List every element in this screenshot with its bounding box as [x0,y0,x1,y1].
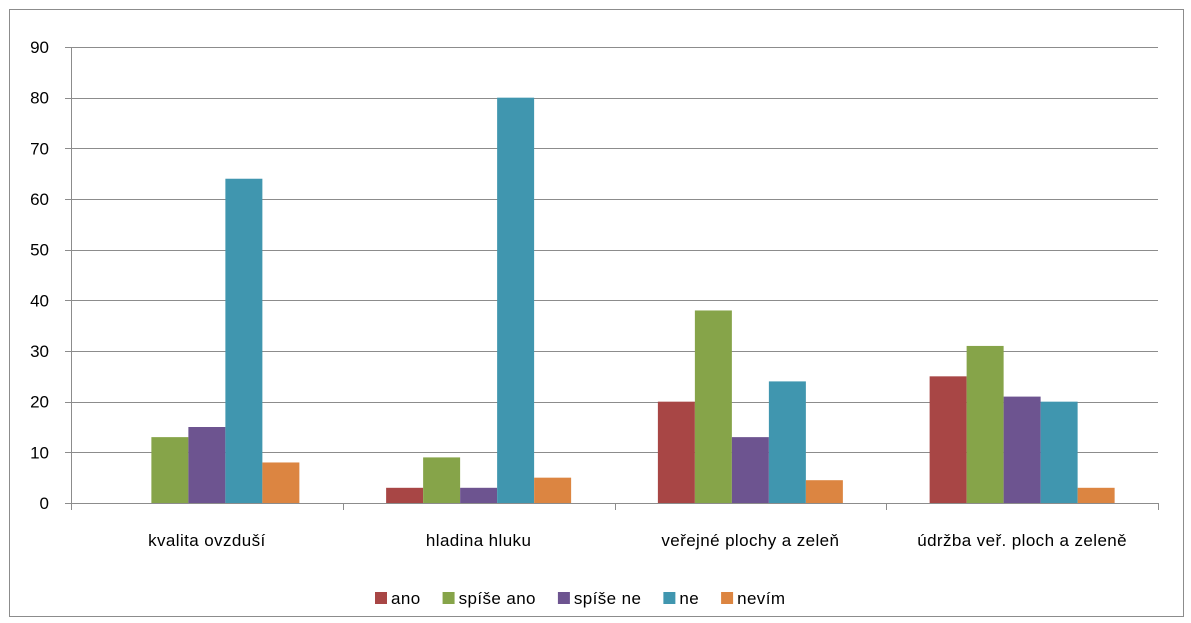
chart-frame [9,9,1184,617]
bar-spíše-ano [151,437,189,503]
legend-swatch [557,592,570,604]
bar-spíše-ano [966,345,1004,503]
y-tick-label: 30 [30,342,49,361]
legend-swatch [375,592,387,604]
y-tick-label: 20 [30,393,49,412]
x-axis [71,47,1159,510]
bar-ano [929,376,967,503]
y-tick-label: 50 [30,241,49,260]
bar-nevím [805,480,843,503]
category-label: veřejné plochy a zeleň [661,531,839,550]
bar-ne [225,178,263,503]
bar-ne [1040,401,1078,503]
legend-label: ne [679,589,699,608]
legend-label: spíše ano [459,589,536,608]
y-tick-label: 90 [30,38,49,57]
y-axis-tick-labels: 0 10 20 30 40 50 60 70 80 90 [30,38,49,513]
legend: ano spíše ano spíše ne ne nevím [375,589,785,608]
bar-ano [657,401,695,503]
category-labels: kvalita ovzduší hladina hluku veřejné ploc… [148,531,1127,550]
category-label: kvalita ovzduší [148,531,266,550]
bar-ano [386,487,424,503]
legend-label: ano [391,589,421,608]
y-tick-label: 60 [30,190,49,209]
category-label: hladina hluku [426,531,531,550]
legend-swatch [663,592,676,604]
y-tick-label: 10 [30,443,49,462]
bar-spíše-ano [423,457,461,503]
bar-spíše-ano [694,310,732,503]
bar-nevím [534,477,572,503]
bar-nevím [1077,487,1115,503]
bar-ne [768,381,806,503]
bar-spíše-ne [1003,396,1041,503]
y-tick-label: 70 [30,139,49,158]
y-tick-label: 40 [30,291,49,310]
legend-swatch [721,592,734,604]
legend-label: nevím [737,589,785,608]
bar-nevím [262,462,300,503]
legend-swatch [442,592,455,604]
legend-label: spíše ne [574,589,641,608]
bar-ne [497,97,535,504]
bar-spíše-ne [731,437,769,503]
bars [151,97,1115,504]
y-tick-label: 0 [40,494,49,513]
category-label: údržba veř. ploch a zeleně [917,531,1127,550]
y-tick-label: 80 [30,89,49,108]
bar-spíše-ne [460,487,498,503]
bar-spíše-ne [188,427,226,503]
